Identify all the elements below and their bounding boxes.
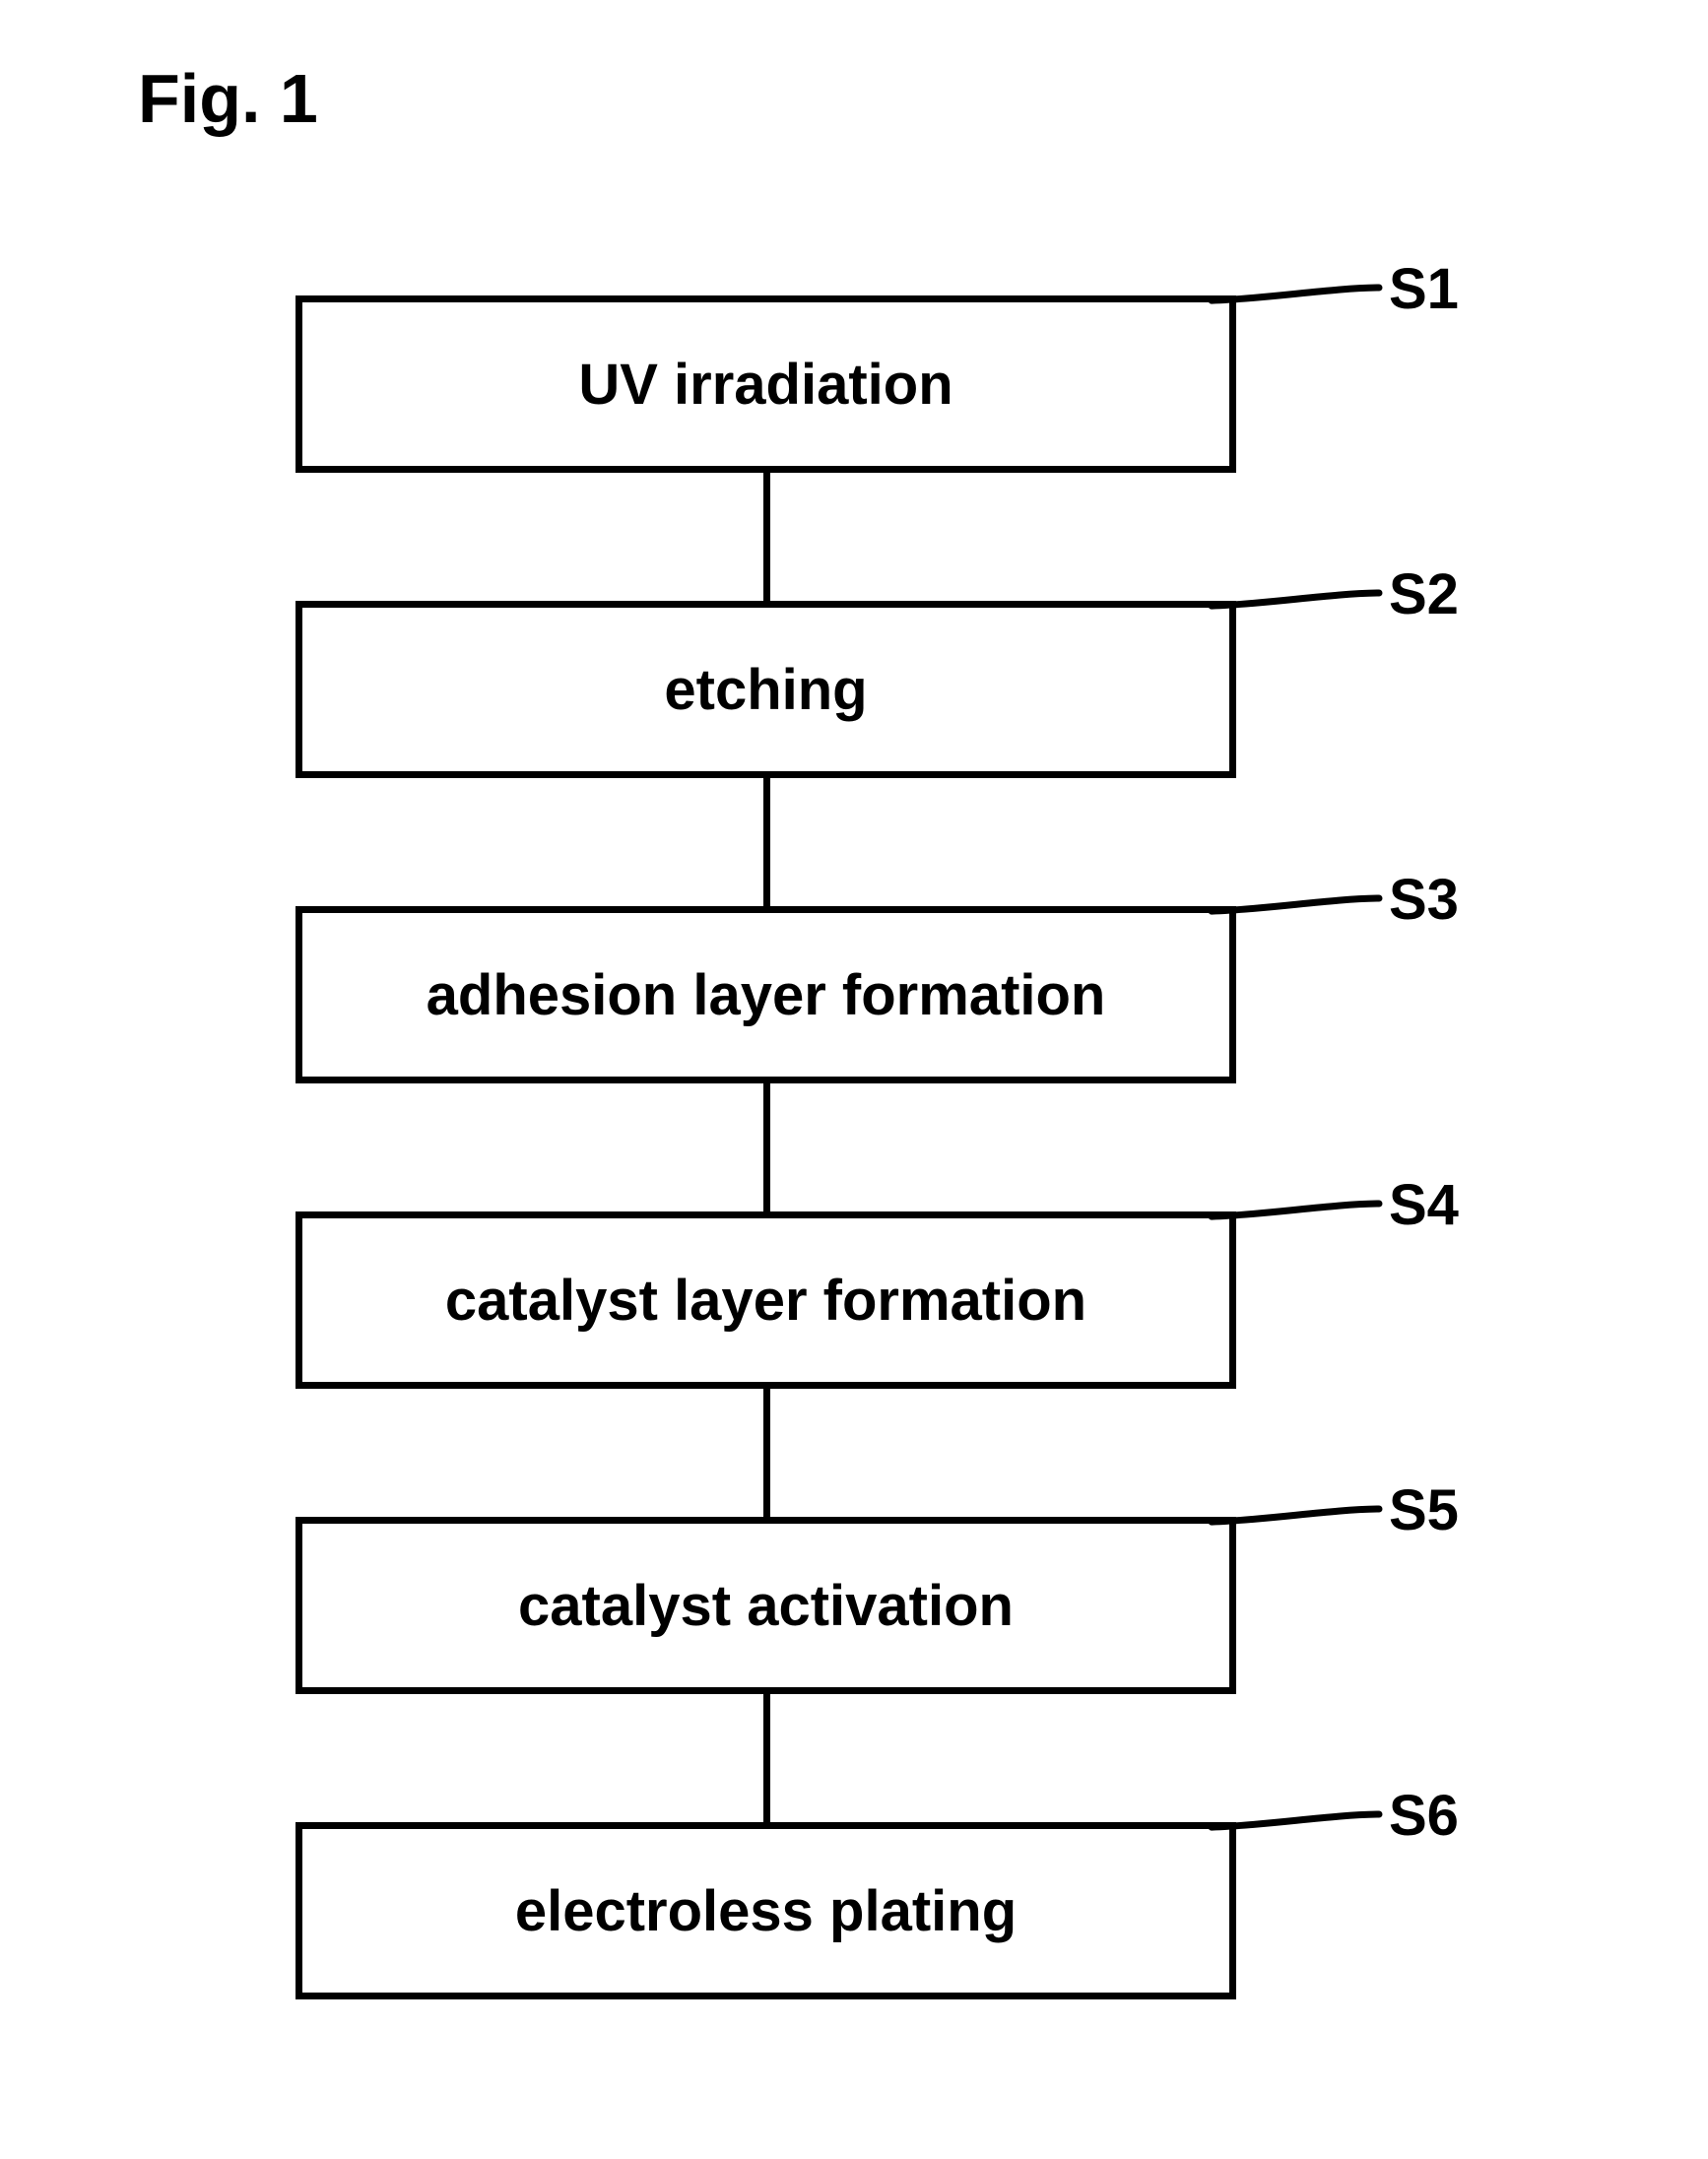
step-box-s4: catalyst layer formation	[296, 1211, 1236, 1389]
step-text: catalyst layer formation	[445, 1268, 1086, 1334]
connector-5	[763, 1694, 770, 1822]
step-label-s1: S1	[1389, 256, 1459, 322]
step-label-s6: S6	[1389, 1783, 1459, 1849]
step-text: electroless plating	[515, 1878, 1017, 1944]
connector-4	[763, 1389, 770, 1517]
step-box-s3: adhesion layer formation	[296, 906, 1236, 1083]
step-box-s2: etching	[296, 601, 1236, 778]
step-label-s5: S5	[1389, 1477, 1459, 1543]
leader-s2	[1202, 583, 1389, 616]
connector-2	[763, 778, 770, 906]
leader-s6	[1202, 1804, 1389, 1837]
step-box-s5: catalyst activation	[296, 1517, 1236, 1694]
flowchart-canvas: Fig. 1 UV irradiation S1 etching S2 adhesion…	[0, 0, 1708, 2159]
step-text: etching	[664, 657, 867, 723]
step-text: adhesion layer formation	[427, 962, 1106, 1028]
connector-1	[763, 473, 770, 601]
connector-3	[763, 1083, 770, 1211]
step-box-s1: UV irradiation	[296, 295, 1236, 473]
step-box-s6: electroless plating	[296, 1822, 1236, 1999]
step-label-s2: S2	[1389, 561, 1459, 627]
leader-s5	[1202, 1499, 1389, 1532]
leader-s4	[1202, 1194, 1389, 1226]
step-text: UV irradiation	[578, 352, 953, 418]
step-text: catalyst activation	[518, 1573, 1014, 1639]
figure-title: Fig. 1	[138, 59, 318, 138]
step-label-s4: S4	[1389, 1172, 1459, 1238]
leader-s3	[1202, 888, 1389, 921]
leader-s1	[1202, 278, 1389, 310]
step-label-s3: S3	[1389, 867, 1459, 933]
